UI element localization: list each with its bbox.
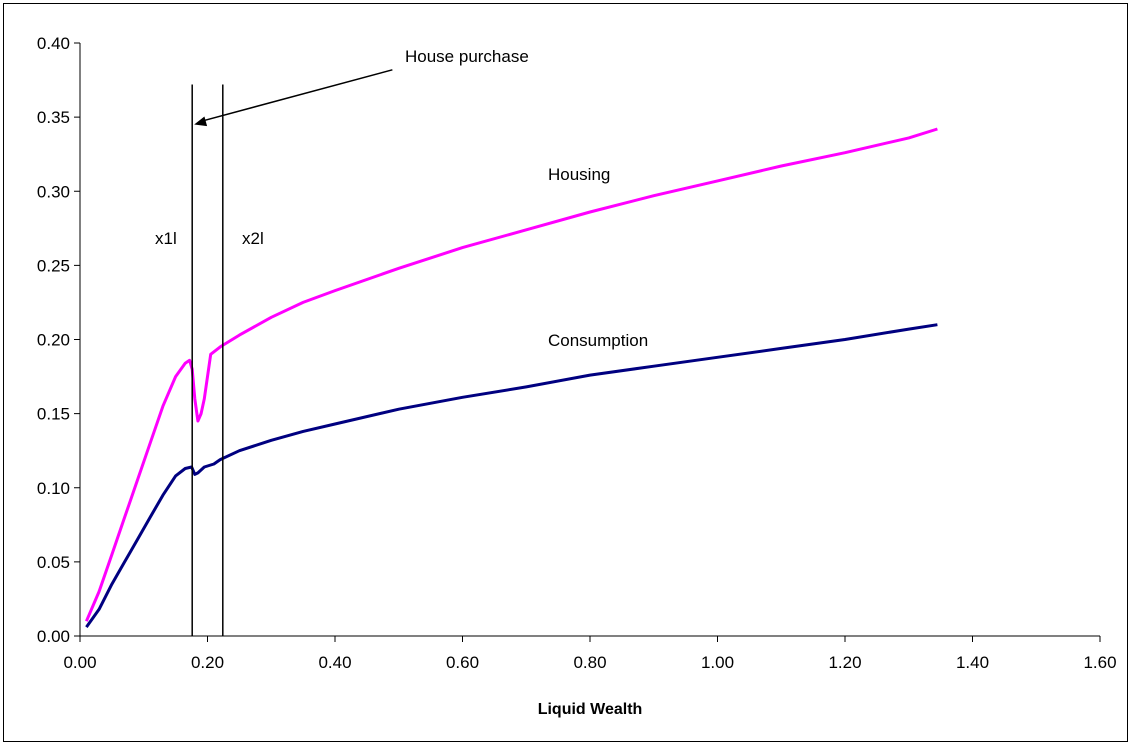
- y-tick-label: 0.10: [37, 479, 70, 498]
- series-group: [85, 127, 938, 628]
- house-purchase-label: House purchase: [405, 47, 529, 66]
- x2l-label: x2l: [242, 229, 264, 248]
- housing-series-label: Housing: [548, 165, 610, 184]
- vertical-lines: [191, 69, 393, 636]
- x1l-label: x1l: [155, 229, 177, 248]
- x-tick-label: 1.00: [701, 653, 734, 672]
- x-tick-label: 0.60: [446, 653, 479, 672]
- y-tick-label: 0.30: [37, 182, 70, 201]
- housing-series-line: [85, 127, 938, 622]
- y-tick-label: 0.40: [37, 34, 70, 53]
- annotations: x1l x2l House purchase Housing Consumpti…: [155, 47, 648, 718]
- y-tick-label: 0.35: [37, 108, 70, 127]
- x-tick-label: 0.20: [191, 653, 224, 672]
- x-tick-label: 0.00: [63, 653, 96, 672]
- ticks: 0.00 0.05 0.10 0.15 0.20 0.25 0.30 0.35 0.40 0.00…: [37, 34, 1117, 672]
- x-tick-label: 1.40: [956, 653, 989, 672]
- y-tick-label: 0.25: [37, 256, 70, 275]
- y-tick-label: 0.05: [37, 553, 70, 572]
- x-tick-label: 1.60: [1083, 653, 1116, 672]
- x-tick-label: 1.20: [828, 653, 861, 672]
- house-purchase-arrow: [200, 69, 393, 123]
- x-axis-title: Liquid Wealth: [538, 701, 643, 718]
- x-tick-label: 0.80: [573, 653, 606, 672]
- y-tick-label: 0.20: [37, 331, 70, 350]
- y-tick-label: 0.00: [37, 627, 70, 646]
- chart-frame: [3, 3, 1128, 742]
- y-tick-label: 0.15: [37, 405, 70, 424]
- consumption-series-label: Consumption: [548, 331, 648, 350]
- arrowhead-icon: [194, 116, 208, 127]
- x-tick-label: 0.40: [318, 653, 351, 672]
- consumption-series-line: [85, 323, 938, 628]
